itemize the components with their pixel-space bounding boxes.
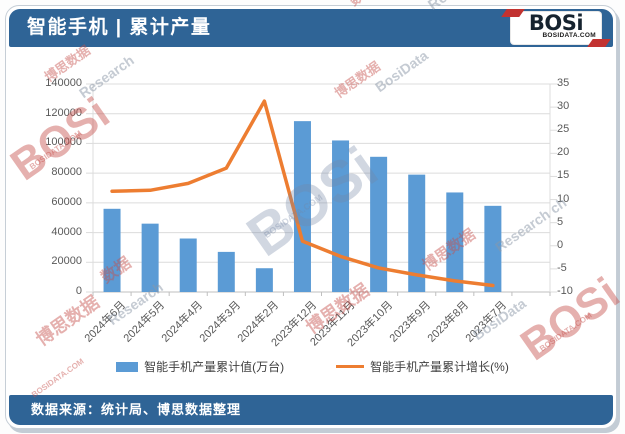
bosi-logo: BOSi BOSIDATA.COM — [501, 9, 611, 47]
secondary-axis-tick-label: 20 — [557, 146, 570, 159]
legend-item: 智能手机产量累计增长(%) — [336, 358, 509, 375]
y-axis-tick-label: 0 — [75, 285, 82, 297]
data-source-text: 数据来源：统计局、博思数据整理 — [31, 402, 242, 417]
chart-legend: 智能手机产量累计值(万台) 智能手机产量累计增长(%) — [0, 358, 625, 375]
header-bar: 智能手机 | 累计产量 BOSi BOSIDATA.COM — [9, 9, 613, 47]
y-axis-tick-label: 20000 — [51, 255, 82, 268]
y-axis-tick-label: 40000 — [51, 225, 82, 238]
y-axis-tick-label: 140000 — [45, 77, 82, 89]
secondary-axis-tick-label: 5 — [557, 215, 564, 228]
logo-text: BOSi — [528, 11, 584, 35]
secondary-axis-tick-label: 15 — [557, 169, 570, 182]
secondary-axis-tick-label: 25 — [557, 123, 570, 136]
secondary-axis-tick-label: 10 — [557, 192, 570, 205]
y-axis-tick-label: 80000 — [51, 166, 82, 179]
logo-domain: BOSIDATA.COM — [542, 32, 596, 39]
page-title: 智能手机 | 累计产量 — [27, 17, 212, 38]
secondary-axis-tick-label: 0 — [557, 238, 564, 251]
secondary-axis-tick-label: 30 — [557, 100, 570, 113]
legend-label: 智能手机产量累计值(万台) — [144, 360, 285, 374]
legend-line-swatch-icon — [336, 365, 365, 368]
y-axis-tick-label: 100000 — [45, 136, 82, 149]
y-axis-tick-label: 120000 — [45, 106, 82, 119]
secondary-axis-tick-label: -10 — [557, 285, 573, 297]
logo-ribbon-icon — [587, 39, 611, 47]
y-axis-tick-label: 60000 — [51, 195, 82, 208]
footer-bar: 数据来源：统计局、博思数据整理 — [9, 395, 613, 425]
legend-item: 智能手机产量累计值(万台) — [116, 358, 284, 375]
legend-bar-swatch-icon — [116, 361, 139, 372]
secondary-axis-tick-label: 35 — [557, 77, 570, 89]
legend-label: 智能手机产量累计增长(%) — [370, 360, 509, 374]
secondary-axis-tick-label: -5 — [557, 261, 567, 274]
